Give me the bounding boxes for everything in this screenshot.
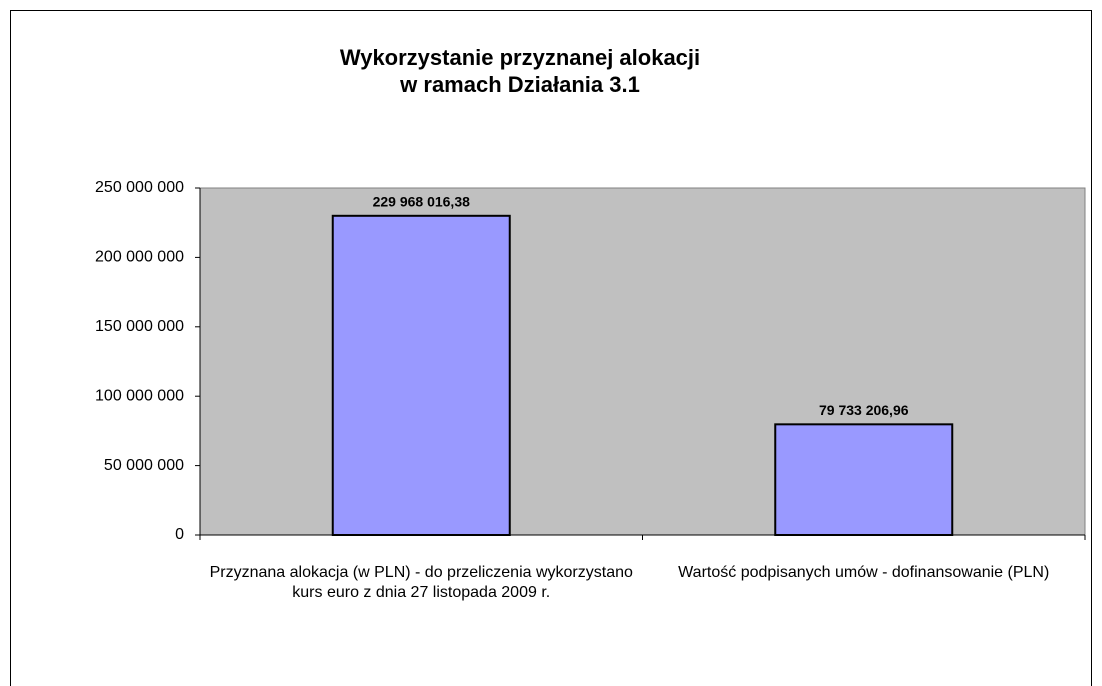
bar xyxy=(331,214,511,537)
data-label: 229 968 016,38 xyxy=(373,194,471,210)
y-tick-label: 200 000 000 xyxy=(95,249,184,266)
x-tick-label: Przyznana alokacja (w PLN) - do przelicz… xyxy=(209,564,633,601)
y-tick-label: 150 000 000 xyxy=(95,318,184,335)
chart-border xyxy=(10,10,1092,686)
x-tick-label: Wartość podpisanych umów - dofinansowani… xyxy=(678,564,1050,581)
y-tick-label: 50 000 000 xyxy=(104,457,184,474)
data-label: 79 733 206,96 xyxy=(819,402,909,418)
bar xyxy=(774,423,954,537)
chart-title: Wykorzystanie przyznanej alokacji w rama… xyxy=(339,45,701,97)
y-tick-label: 100 000 000 xyxy=(95,387,184,404)
y-tick-label: 0 xyxy=(175,526,184,543)
y-tick-label: 250 000 000 xyxy=(95,179,184,196)
